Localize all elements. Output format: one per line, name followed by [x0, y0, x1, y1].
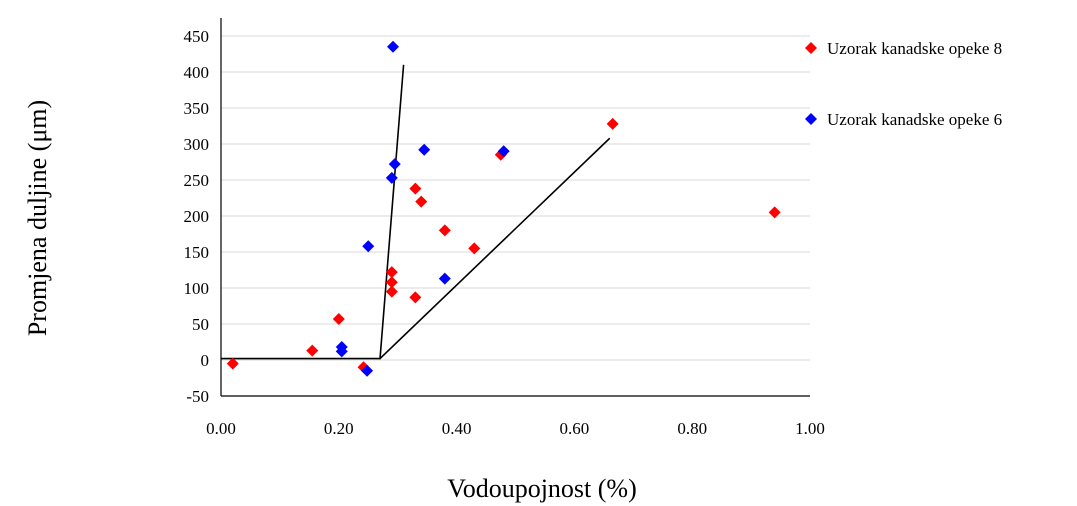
data-point-series-1 [768, 206, 781, 219]
data-point-series-1 [438, 224, 451, 237]
data-point-series-1 [226, 357, 239, 370]
x-axis-title: Vodoupojnost (%) [447, 474, 636, 503]
data-point-series-2 [361, 364, 374, 377]
legend-marker-1 [805, 42, 817, 54]
axes [220, 18, 810, 397]
data-point-series-1 [606, 117, 619, 130]
data-point-series-1 [332, 312, 345, 325]
legend-label-2: Uzorak kanadske opeke 6 [827, 110, 1002, 129]
y-tick-label: 300 [184, 135, 210, 154]
x-tick-label: 0.80 [677, 419, 707, 438]
x-tick-label: 0.20 [324, 419, 354, 438]
y-tick-label: 0 [201, 351, 210, 370]
y-tick-label: 250 [184, 171, 210, 190]
tick-labels: -50 0 50 100 150 200 250 300 350 400 450 0.00 0.20 0.… [184, 27, 825, 438]
data-points [226, 40, 781, 377]
data-point-series-2 [388, 158, 401, 171]
x-tick-label: 0.60 [560, 419, 590, 438]
data-point-series-2 [385, 171, 398, 184]
legend: Uzorak kanadske opeke 8 Uzorak kanadske o… [805, 39, 1002, 129]
trend-lines [221, 64, 611, 360]
trend-line [221, 64, 405, 360]
y-tick-label: 350 [184, 99, 210, 118]
data-point-series-1 [385, 285, 398, 298]
data-point-series-2 [335, 345, 348, 358]
x-tick-label: 0.40 [442, 419, 472, 438]
y-tick-label: 50 [192, 315, 209, 334]
data-point-series-1 [409, 182, 422, 195]
data-point-series-1 [468, 242, 481, 255]
data-point-series-2 [386, 40, 399, 53]
x-tick-label: 1.00 [795, 419, 825, 438]
data-point-series-1 [385, 276, 398, 289]
gridlines [221, 35, 810, 361]
y-tick-label: 450 [184, 27, 210, 46]
y-axis-title: Promjena duljine (μm) [23, 100, 52, 336]
data-point-series-1 [306, 344, 319, 357]
data-point-series-2 [362, 240, 375, 253]
data-point-series-1 [415, 195, 428, 208]
data-point-series-2 [497, 145, 510, 158]
y-tick-label: 400 [184, 63, 210, 82]
y-tick-label: 100 [184, 279, 210, 298]
data-point-series-1 [409, 291, 422, 304]
data-point-series-2 [418, 143, 431, 156]
trend-line [379, 137, 611, 360]
x-tick-label: 0.00 [206, 419, 236, 438]
y-tick-label: 150 [184, 243, 210, 262]
legend-label-1: Uzorak kanadske opeke 8 [827, 39, 1002, 58]
data-point-series-1 [385, 266, 398, 279]
legend-marker-2 [805, 113, 817, 125]
y-tick-label: -50 [186, 387, 209, 406]
y-tick-label: 200 [184, 207, 210, 226]
data-point-series-2 [438, 272, 451, 285]
